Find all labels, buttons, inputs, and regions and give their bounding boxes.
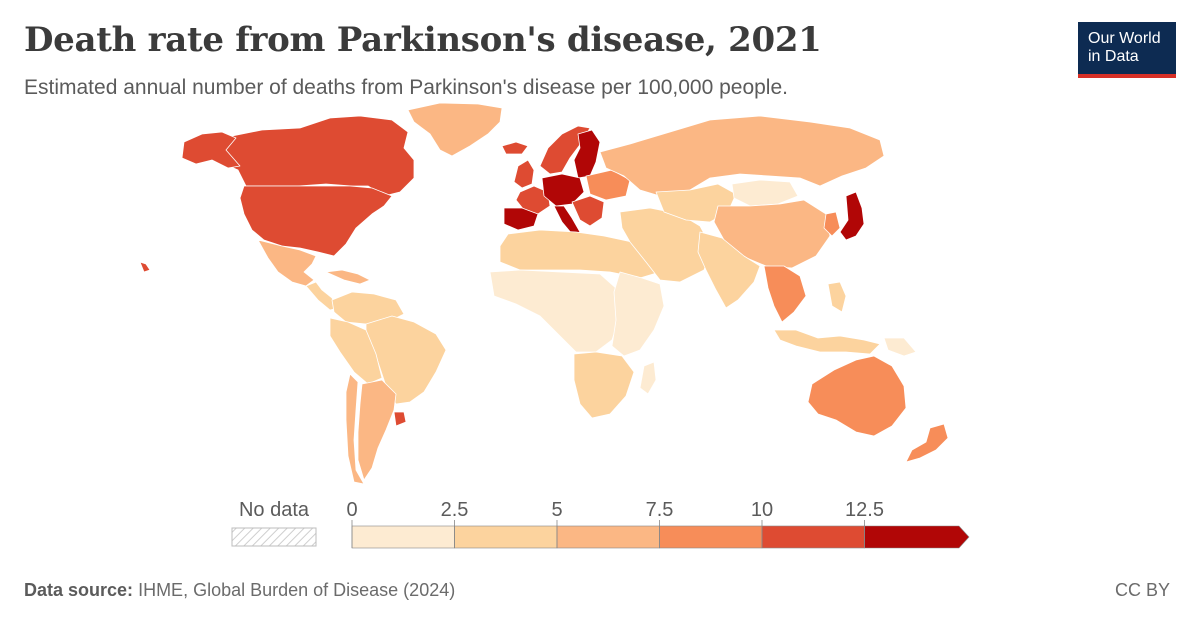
region-east-africa[interactable] bbox=[611, 271, 665, 357]
data-source: Data source: IHME, Global Burden of Dise… bbox=[24, 580, 455, 601]
region-balkans[interactable] bbox=[571, 195, 605, 227]
region-papua-new-guinea[interactable] bbox=[883, 337, 917, 357]
region-mongolia[interactable] bbox=[731, 179, 799, 207]
region-canada[interactable] bbox=[213, 115, 415, 197]
region-greenland[interactable] bbox=[407, 102, 503, 157]
region-uk-ireland[interactable] bbox=[513, 159, 535, 189]
region-iceland[interactable] bbox=[501, 141, 529, 155]
source-text: IHME, Global Burden of Disease (2024) bbox=[138, 580, 456, 600]
legend-tick-label: 5 bbox=[551, 499, 562, 521]
legend-bin-0[interactable] bbox=[351, 525, 455, 549]
region-russia[interactable] bbox=[599, 115, 885, 197]
region-indonesia[interactable] bbox=[773, 329, 881, 355]
logo-line-1: Our World bbox=[1088, 30, 1161, 47]
region-south-asia[interactable] bbox=[697, 231, 761, 309]
legend-tick-label: 2.5 bbox=[441, 499, 469, 521]
region-hawaii[interactable] bbox=[139, 261, 151, 273]
region-united-states[interactable] bbox=[239, 185, 393, 257]
legend-tick-label: 0 bbox=[346, 499, 357, 521]
license-link[interactable]: CC BY bbox=[1114, 580, 1170, 600]
region-chile[interactable] bbox=[345, 373, 365, 485]
chart-title: Death rate from Parkinson's disease, 202… bbox=[24, 20, 822, 60]
region-korea[interactable] bbox=[823, 211, 841, 237]
legend-bin-1[interactable] bbox=[454, 525, 558, 549]
legend-no-data-label: No data bbox=[239, 499, 310, 521]
legend-no-data-swatch bbox=[231, 527, 317, 547]
region-west-central-africa[interactable] bbox=[489, 269, 621, 353]
region-australia[interactable] bbox=[807, 355, 907, 437]
region-southern-africa[interactable] bbox=[573, 351, 635, 419]
region-iberia[interactable] bbox=[503, 207, 539, 231]
color-legend: No data 0 2.5 5 7.5 10 12.5 bbox=[231, 499, 970, 549]
region-uruguay[interactable] bbox=[393, 411, 407, 427]
source-label: Data source: bbox=[24, 580, 134, 600]
legend-tick-label: 12.5 bbox=[845, 499, 884, 521]
region-italy[interactable] bbox=[553, 205, 581, 235]
legend-bin-3[interactable] bbox=[659, 525, 763, 549]
legend-tick-label: 7.5 bbox=[646, 499, 674, 521]
chart-subtitle: Estimated annual number of deaths from P… bbox=[24, 76, 788, 99]
region-japan[interactable] bbox=[839, 191, 865, 241]
legend-bin-4[interactable] bbox=[761, 525, 865, 549]
region-madagascar[interactable] bbox=[639, 361, 657, 395]
region-caribbean[interactable] bbox=[325, 269, 371, 285]
region-mexico[interactable] bbox=[257, 239, 317, 287]
region-mainland-southeast-asia[interactable] bbox=[763, 265, 807, 323]
logo-line-2: in Data bbox=[1088, 48, 1139, 65]
owid-logo[interactable]: Our World in Data bbox=[1078, 22, 1176, 78]
region-new-zealand[interactable] bbox=[905, 423, 949, 463]
region-central-europe[interactable] bbox=[541, 173, 585, 207]
region-alaska[interactable] bbox=[181, 131, 241, 169]
legend-bin-2[interactable] bbox=[556, 525, 660, 549]
region-argentina[interactable] bbox=[357, 379, 397, 481]
legend-bin-5[interactable] bbox=[864, 525, 970, 549]
region-philippines[interactable] bbox=[827, 281, 847, 313]
region-france[interactable] bbox=[515, 185, 551, 215]
legend-tick-label: 10 bbox=[751, 499, 773, 521]
